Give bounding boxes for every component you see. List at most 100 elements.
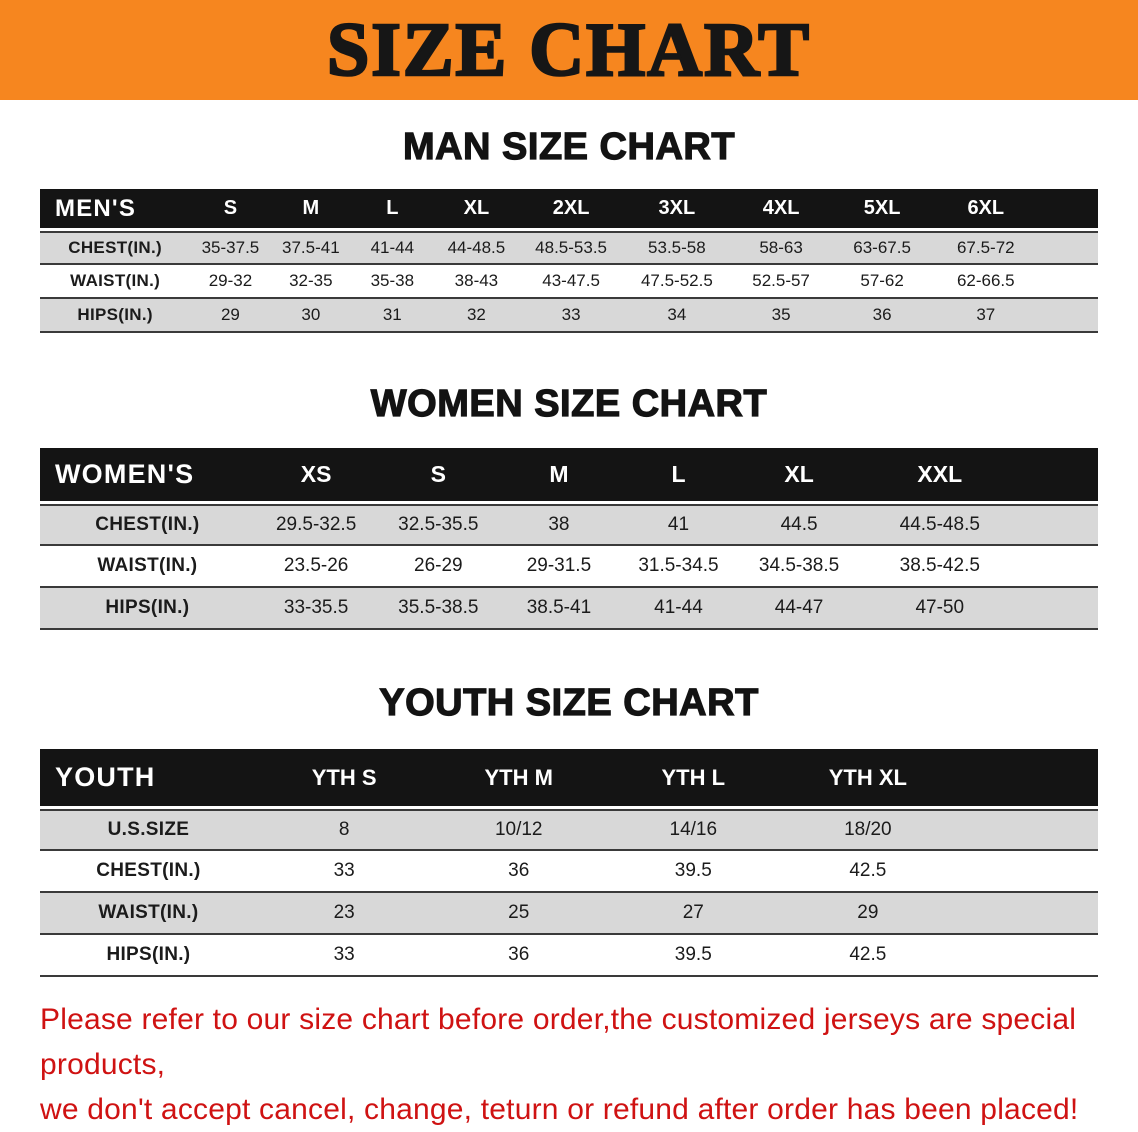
page-title: SIZE CHART <box>326 8 811 92</box>
women-cell: 32.5-35.5 <box>377 504 500 546</box>
youth-row-filler <box>955 893 1098 935</box>
women-size-table: WOMEN'S XS S M L XL XXL CHEST(IN.) 29.5-32.5 32.5… <box>40 448 1098 630</box>
women-col-xs: XS <box>254 448 378 504</box>
men-col-6xl: 6XL <box>932 189 1039 231</box>
men-cell: 37 <box>932 299 1039 333</box>
men-cell: 53.5-58 <box>622 231 731 265</box>
men-cell: 35-37.5 <box>190 231 271 265</box>
women-cell: 26-29 <box>377 546 500 588</box>
women-cell: 33-35.5 <box>254 588 378 630</box>
men-cell: 32-35 <box>270 265 352 299</box>
women-chart-title: WOMEN SIZE CHART <box>370 382 768 425</box>
men-cell: 41-44 <box>351 231 434 265</box>
youth-cell: 8 <box>256 809 432 851</box>
youth-cell: 36 <box>431 935 606 977</box>
men-row: CHEST(IN.) 35-37.5 37.5-41 41-44 44-48.5 48.5… <box>40 231 1098 265</box>
youth-row: CHEST(IN.) 33 36 39.5 42.5 <box>40 851 1098 893</box>
men-row-filler <box>1038 299 1098 333</box>
youth-cell: 18/20 <box>780 809 956 851</box>
women-row-label: WAIST(IN.) <box>40 546 255 588</box>
men-cell: 29 <box>190 299 271 333</box>
youth-cell: 14/16 <box>606 809 781 851</box>
youth-col-yth-m: YTH M <box>431 749 606 809</box>
men-cell: 62-66.5 <box>932 265 1039 299</box>
men-cell: 31 <box>351 299 434 333</box>
women-row-filler <box>1019 504 1098 546</box>
youth-cell: 25 <box>431 893 606 935</box>
women-cell: 29.5-32.5 <box>254 504 378 546</box>
men-cell: 35 <box>730 299 832 333</box>
women-cell: 38 <box>499 504 619 546</box>
disclaimer: Please refer to our size chart before or… <box>40 997 1138 1132</box>
women-row: HIPS(IN.) 33-35.5 35.5-38.5 38.5-41 41-44 44-… <box>40 588 1098 630</box>
youth-col-yth-xl: YTH XL <box>780 749 956 809</box>
youth-size-chart-section: YOUTH SIZE CHART YOUTH YTH S YTH M YTH L YTH… <box>0 681 1138 977</box>
youth-cell: 36 <box>431 851 606 893</box>
women-cell: 35.5-38.5 <box>377 588 500 630</box>
youth-row-filler <box>955 935 1098 977</box>
men-col-m: M <box>270 189 352 231</box>
women-cell: 41 <box>618 504 739 546</box>
youth-cell: 42.5 <box>780 935 956 977</box>
men-col-4xl: 4XL <box>730 189 832 231</box>
youth-row-filler <box>955 851 1098 893</box>
men-row: WAIST(IN.) 29-32 32-35 35-38 38-43 43-47.5 47.… <box>40 265 1098 299</box>
women-row: WAIST(IN.) 23.5-26 26-29 29-31.5 31.5-34.5 34… <box>40 546 1098 588</box>
youth-cell: 29 <box>780 893 956 935</box>
man-chart-title: MAN SIZE CHART <box>402 125 736 168</box>
women-cell: 41-44 <box>618 588 739 630</box>
women-col-s: S <box>377 448 500 504</box>
youth-chart-title: YOUTH SIZE CHART <box>379 681 759 724</box>
women-row-label: CHEST(IN.) <box>40 504 255 546</box>
youth-col-yth-l: YTH L <box>606 749 781 809</box>
women-cell: 44-47 <box>738 588 860 630</box>
men-row-label: WAIST(IN.) <box>40 265 191 299</box>
women-col-m: M <box>499 448 619 504</box>
men-cell: 44-48.5 <box>433 231 520 265</box>
men-cell: 30 <box>270 299 352 333</box>
men-cell: 38-43 <box>433 265 520 299</box>
youth-cell: 23 <box>256 893 432 935</box>
men-corner-label: MEN'S <box>40 189 191 231</box>
men-col-xl: XL <box>433 189 520 231</box>
youth-row-label: U.S.SIZE <box>40 809 257 851</box>
women-cell: 38.5-42.5 <box>859 546 1020 588</box>
youth-row: WAIST(IN.) 23 25 27 29 <box>40 893 1098 935</box>
women-row-filler <box>1019 546 1098 588</box>
women-col-l: L <box>618 448 739 504</box>
youth-row-label: WAIST(IN.) <box>40 893 257 935</box>
men-col-2xl: 2XL <box>519 189 623 231</box>
men-header-filler <box>1038 189 1098 231</box>
women-corner-label: WOMEN'S <box>40 448 255 504</box>
women-cell: 31.5-34.5 <box>618 546 739 588</box>
youth-cell: 27 <box>606 893 781 935</box>
men-cell: 35-38 <box>351 265 434 299</box>
youth-row-label: HIPS(IN.) <box>40 935 257 977</box>
disclaimer-line-2: we don't accept cancel, change, teturn o… <box>40 1093 1079 1126</box>
men-cell: 52.5-57 <box>730 265 832 299</box>
men-row: HIPS(IN.) 29 30 31 32 33 34 35 36 37 <box>40 299 1098 333</box>
youth-row-label: CHEST(IN.) <box>40 851 257 893</box>
men-cell: 37.5-41 <box>270 231 352 265</box>
men-cell: 63-67.5 <box>831 231 933 265</box>
men-header-row: MEN'S S M L XL 2XL 3XL 4XL 5XL 6XL <box>40 189 1098 231</box>
youth-cell: 39.5 <box>606 851 781 893</box>
men-cell: 29-32 <box>190 265 271 299</box>
youth-corner-label: YOUTH <box>40 749 257 809</box>
youth-cell: 33 <box>256 851 432 893</box>
women-cell: 23.5-26 <box>254 546 378 588</box>
men-col-5xl: 5XL <box>831 189 933 231</box>
women-row-filler <box>1019 588 1098 630</box>
man-size-chart-section: MAN SIZE CHART MEN'S S M L XL 2XL 3XL 4XL 5XL 6XL… <box>0 125 1138 333</box>
women-header-row: WOMEN'S XS S M L XL XXL <box>40 448 1098 504</box>
men-cell: 47.5-52.5 <box>622 265 731 299</box>
men-row-filler <box>1038 231 1098 265</box>
men-cell: 43-47.5 <box>519 265 623 299</box>
women-header-filler <box>1019 448 1098 504</box>
women-row-label: HIPS(IN.) <box>40 588 255 630</box>
men-cell: 48.5-53.5 <box>519 231 623 265</box>
youth-cell: 33 <box>256 935 432 977</box>
men-row-filler <box>1038 265 1098 299</box>
women-row: CHEST(IN.) 29.5-32.5 32.5-35.5 38 41 44.5 44.5… <box>40 504 1098 546</box>
